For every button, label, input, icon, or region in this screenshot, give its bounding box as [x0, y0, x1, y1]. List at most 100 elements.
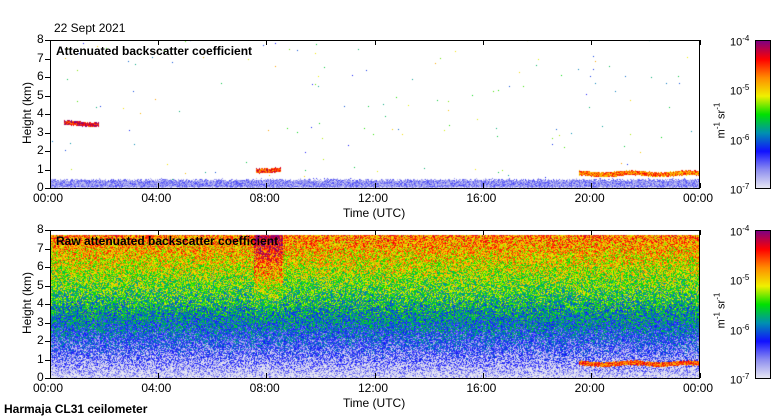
x-tick-label: 00:00	[683, 381, 714, 395]
x-tick	[374, 373, 376, 378]
colorbar-tick-exponent: -6	[742, 322, 750, 332]
x-tick	[591, 230, 593, 235]
y-tick	[45, 40, 50, 41]
x-tick	[157, 183, 159, 188]
x-tick	[266, 40, 268, 45]
y-tick	[45, 114, 50, 115]
y-tick	[45, 58, 50, 60]
colorbar-tick-label: 10-7	[730, 372, 749, 387]
units-exp: -1	[712, 122, 722, 130]
units-base: m	[715, 129, 728, 139]
x-tick-label: 00:00	[683, 191, 714, 205]
colorbar-tick-base: 10	[730, 226, 743, 239]
x-tick-label: 20:00	[574, 191, 605, 205]
y-tick-label: 6	[37, 69, 44, 83]
y-tick	[45, 267, 50, 268]
y-tick-label: 6	[37, 259, 44, 273]
units-exp: -1	[712, 102, 722, 110]
colorbar-tick-base: 10	[730, 135, 743, 148]
y-tick-label: 3	[37, 124, 44, 139]
colorbar-tick-base: 10	[730, 85, 743, 98]
y-tick-label: 7	[37, 240, 44, 255]
y-tick-label: 2	[37, 143, 44, 157]
x-tick-label: 16:00	[466, 191, 497, 205]
units-base: m	[715, 319, 728, 329]
colorbar-tick-label: 10-4	[730, 224, 749, 239]
units-exp: -1	[712, 292, 722, 300]
colorbar-tick-exponent: -6	[742, 132, 750, 142]
x-tick	[266, 373, 268, 378]
y-tick-label: 4	[37, 106, 44, 120]
x-tick	[157, 40, 159, 45]
colorbar-tick-label: 10-6	[730, 323, 749, 338]
colorbar	[755, 230, 771, 379]
x-tick	[699, 183, 701, 188]
x-tick-label: 04:00	[141, 381, 172, 395]
colorbar-tick-exponent: -5	[742, 273, 750, 283]
colorbar-units-label: m-1 sr-1	[712, 278, 728, 329]
x-tick	[591, 40, 593, 45]
x-tick	[157, 373, 159, 378]
plot-frame	[50, 40, 700, 189]
y-tick	[45, 341, 50, 342]
y-tick-label: 5	[37, 277, 44, 292]
y-tick-label: 1	[37, 351, 44, 366]
y-tick	[45, 169, 50, 171]
colorbar-tick-exponent: -7	[742, 372, 750, 381]
units-exp: -1	[712, 312, 722, 320]
x-tick	[374, 183, 376, 188]
x-tick-label: 16:00	[466, 381, 497, 395]
x-tick	[266, 230, 268, 235]
x-tick	[591, 373, 593, 378]
colorbar-tick-base: 10	[730, 36, 743, 49]
y-tick	[45, 132, 50, 134]
y-tick	[45, 285, 50, 287]
panel-title: Attenuated backscatter coefficient	[56, 44, 253, 58]
y-tick-label: 3	[37, 314, 44, 329]
y-tick	[45, 188, 50, 189]
colorbar-tick-exponent: -5	[742, 83, 750, 93]
x-tick-label: 00:00	[33, 191, 64, 205]
x-axis-label: Time (UTC)	[343, 206, 406, 220]
colorbar-tick-exponent: -4	[742, 224, 750, 233]
y-tick	[45, 322, 50, 324]
colorbar-tick-exponent: -4	[742, 34, 750, 43]
colorbar-tick-base: 10	[730, 275, 743, 288]
colorbar	[755, 40, 771, 189]
y-tick-label: 7	[37, 50, 44, 65]
y-tick-label: 4	[37, 296, 44, 310]
units-mid: sr	[715, 109, 728, 123]
units-mid: sr	[715, 299, 728, 313]
heatmap-canvas	[50, 40, 700, 188]
x-tick	[266, 183, 268, 188]
x-tick-label: 12:00	[358, 381, 389, 395]
colorbar-tick-label: 10-5	[730, 83, 749, 98]
x-tick	[49, 230, 51, 235]
panel-title: Raw attenuated backscatter coefficient	[56, 234, 279, 248]
x-tick-label: 20:00	[574, 381, 605, 395]
y-axis-label: Height (km)	[20, 81, 35, 145]
y-tick	[45, 304, 50, 305]
x-tick	[591, 183, 593, 188]
y-tick-label: 1	[37, 161, 44, 176]
x-tick	[699, 40, 701, 45]
x-tick	[699, 230, 701, 235]
x-tick	[482, 230, 484, 235]
date-label: 22 Sept 2021	[54, 21, 126, 35]
y-tick-label: 5	[37, 87, 44, 102]
y-tick-label: 0	[37, 370, 44, 384]
colorbar-tick-base: 10	[730, 325, 743, 338]
y-tick	[45, 77, 50, 78]
x-tick	[482, 40, 484, 45]
y-tick	[45, 248, 50, 250]
y-tick-label: 8	[37, 222, 44, 236]
x-tick	[482, 183, 484, 188]
colorbar-tick-label: 10-4	[730, 34, 749, 49]
y-tick	[45, 359, 50, 361]
colorbar-tick-base: 10	[730, 374, 743, 387]
x-tick-label: 12:00	[358, 191, 389, 205]
y-tick	[45, 95, 50, 97]
x-tick-label: 00:00	[33, 381, 64, 395]
colorbar-tick-exponent: -7	[742, 182, 750, 191]
